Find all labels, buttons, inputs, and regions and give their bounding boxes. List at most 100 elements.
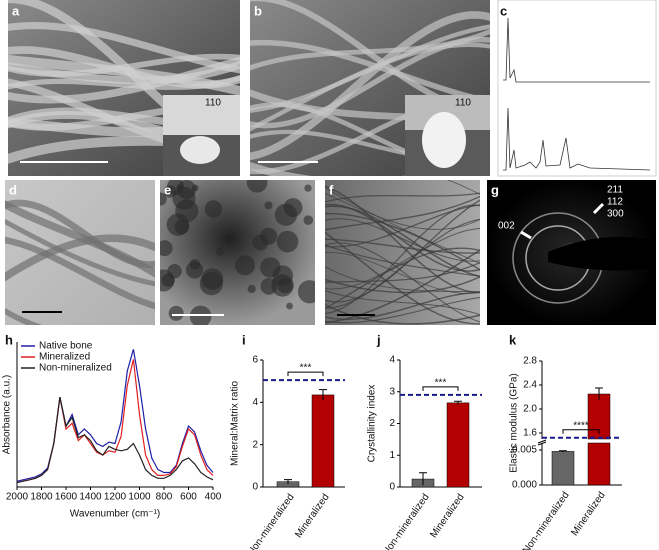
legend-label: Non-mineralized <box>39 363 112 374</box>
fiber <box>325 203 480 272</box>
y-tick-label: 0.005 <box>512 445 537 456</box>
x-tick-label: 2000 <box>6 492 29 503</box>
particle <box>297 280 315 304</box>
particle <box>174 219 190 235</box>
significance-label: *** <box>300 363 312 374</box>
y-axis-label: Mineral:Matrix ratio <box>230 381 241 466</box>
particle <box>247 284 256 294</box>
fiber <box>325 218 480 309</box>
y-tick-label: 1.6 <box>523 428 537 439</box>
panel-label: g <box>491 182 499 197</box>
x-tick-label: 600 <box>180 492 197 503</box>
fiber <box>5 234 155 282</box>
particle <box>176 180 197 200</box>
particle <box>246 180 268 193</box>
particle <box>303 215 314 225</box>
particle <box>167 264 182 279</box>
particle <box>264 201 273 210</box>
fiber <box>325 192 480 230</box>
x-tick-label: Non-mineralized <box>521 490 572 550</box>
error-bar <box>284 479 292 484</box>
particle <box>189 305 212 325</box>
particle <box>160 240 173 257</box>
panel-label: h <box>5 332 13 347</box>
fiber <box>325 291 480 321</box>
significance-label: *** <box>435 378 447 389</box>
panel-label: j <box>376 332 381 347</box>
error-bar <box>559 450 567 453</box>
panel-label: d <box>9 182 17 197</box>
fiber <box>5 307 155 325</box>
particle <box>283 198 303 218</box>
fiber <box>5 200 155 278</box>
fiber <box>325 218 480 262</box>
panel-label: e <box>164 182 171 197</box>
fiber <box>325 212 480 271</box>
particle <box>260 257 281 278</box>
fiber <box>5 236 155 310</box>
significance-bracket <box>287 371 324 377</box>
bar <box>587 442 611 486</box>
particle <box>215 247 225 256</box>
fiber <box>325 249 480 324</box>
spectrum-line <box>16 396 214 484</box>
axis-break <box>537 439 547 446</box>
panel-label: a <box>12 3 20 18</box>
arrow <box>520 202 605 240</box>
y-tick-label: 2.0 <box>523 404 537 415</box>
x-tick-label: 1800 <box>30 492 53 503</box>
particle <box>168 305 184 321</box>
particle <box>185 261 204 279</box>
fiber <box>8 54 240 96</box>
texture <box>325 180 480 325</box>
x-tick-label: 1400 <box>79 492 102 503</box>
particle <box>234 255 255 276</box>
y-axis-label: Crystallinity index <box>367 385 378 463</box>
y-tick-label: 4 <box>389 355 395 366</box>
particle <box>176 184 183 191</box>
spectrum <box>503 17 650 83</box>
bar <box>311 394 335 488</box>
fiber <box>325 227 480 290</box>
y-tick-label: 1 <box>389 450 395 461</box>
fiber <box>325 186 480 264</box>
fiber <box>325 205 480 278</box>
legend-label: Native bone <box>39 341 93 352</box>
error-bar <box>319 389 327 401</box>
fiber <box>325 242 480 323</box>
y-axis-label: Absorbance (a.u.) <box>2 375 13 455</box>
fiber <box>325 238 480 254</box>
beam-stop <box>548 236 652 271</box>
y-tick-label: 4 <box>252 397 258 408</box>
y-tick-label: 0.000 <box>512 480 537 491</box>
x-tick-label: Mineralized <box>428 492 466 540</box>
panel-label: k <box>509 332 517 347</box>
fiber <box>325 290 480 316</box>
fiber <box>250 37 490 129</box>
fiber <box>325 180 480 195</box>
y-tick-label: 0 <box>389 482 395 493</box>
legend-label: Mineralized <box>39 352 90 363</box>
y-tick-label: 6 <box>252 355 258 366</box>
particle <box>304 184 312 192</box>
spectrum <box>503 107 651 171</box>
particle <box>252 234 269 251</box>
x-tick-label: 400 <box>205 492 222 503</box>
diffraction-label: 002 <box>498 221 515 232</box>
fiber <box>325 195 480 231</box>
x-tick-label: Mineralized <box>293 492 331 540</box>
texture <box>8 0 240 164</box>
particle <box>164 185 177 198</box>
significance-bracket <box>562 429 600 434</box>
fiber <box>5 218 155 287</box>
y-tick-label: 2 <box>389 418 395 429</box>
x-tick-label: 1000 <box>128 492 151 503</box>
diffraction-label: 300 <box>607 209 624 220</box>
texture <box>160 180 315 325</box>
x-tick-label: Non-mineralized <box>381 492 432 550</box>
bar <box>551 451 575 486</box>
spectrum-line <box>16 359 214 484</box>
bar <box>446 402 470 488</box>
y-tick-label: 2 <box>252 439 258 450</box>
